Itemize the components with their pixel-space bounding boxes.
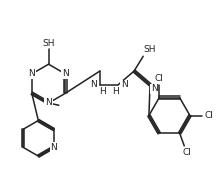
Text: N: N (90, 80, 97, 89)
Text: SH: SH (42, 39, 55, 48)
Text: N: N (50, 143, 57, 152)
Text: H: H (112, 87, 119, 96)
Text: N: N (121, 80, 128, 89)
Text: H: H (99, 87, 106, 96)
Text: Cl: Cl (155, 74, 164, 83)
Text: Cl: Cl (205, 111, 214, 120)
Text: N: N (28, 69, 35, 78)
Text: N: N (45, 98, 52, 108)
Text: SH: SH (143, 45, 156, 54)
Text: N: N (151, 84, 158, 93)
Text: Cl: Cl (182, 148, 191, 157)
Text: N: N (62, 69, 69, 78)
